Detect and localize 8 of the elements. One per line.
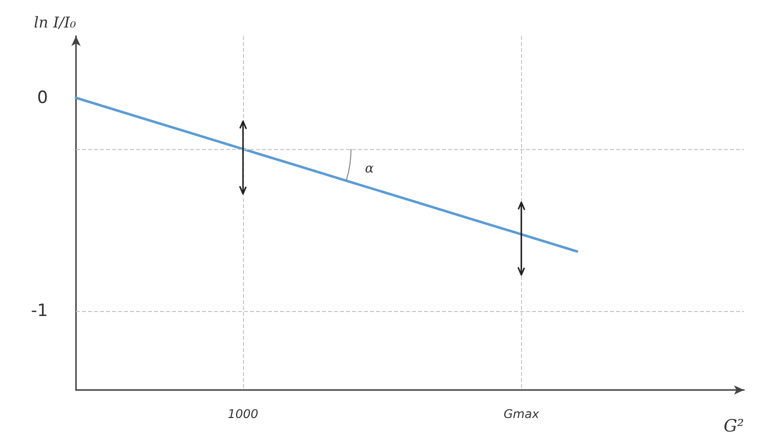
annotation: α: [365, 162, 374, 177]
x-tick-label: Gmax: [504, 407, 540, 421]
x-tick-label: 1000: [228, 407, 259, 421]
y-tick-label: -1: [31, 301, 48, 322]
line-series: [74, 96, 578, 253]
x-axis-title: G²: [724, 416, 744, 436]
y-tick-label: 0: [37, 88, 48, 108]
y-axis-title: ln I/I₀: [34, 14, 76, 32]
